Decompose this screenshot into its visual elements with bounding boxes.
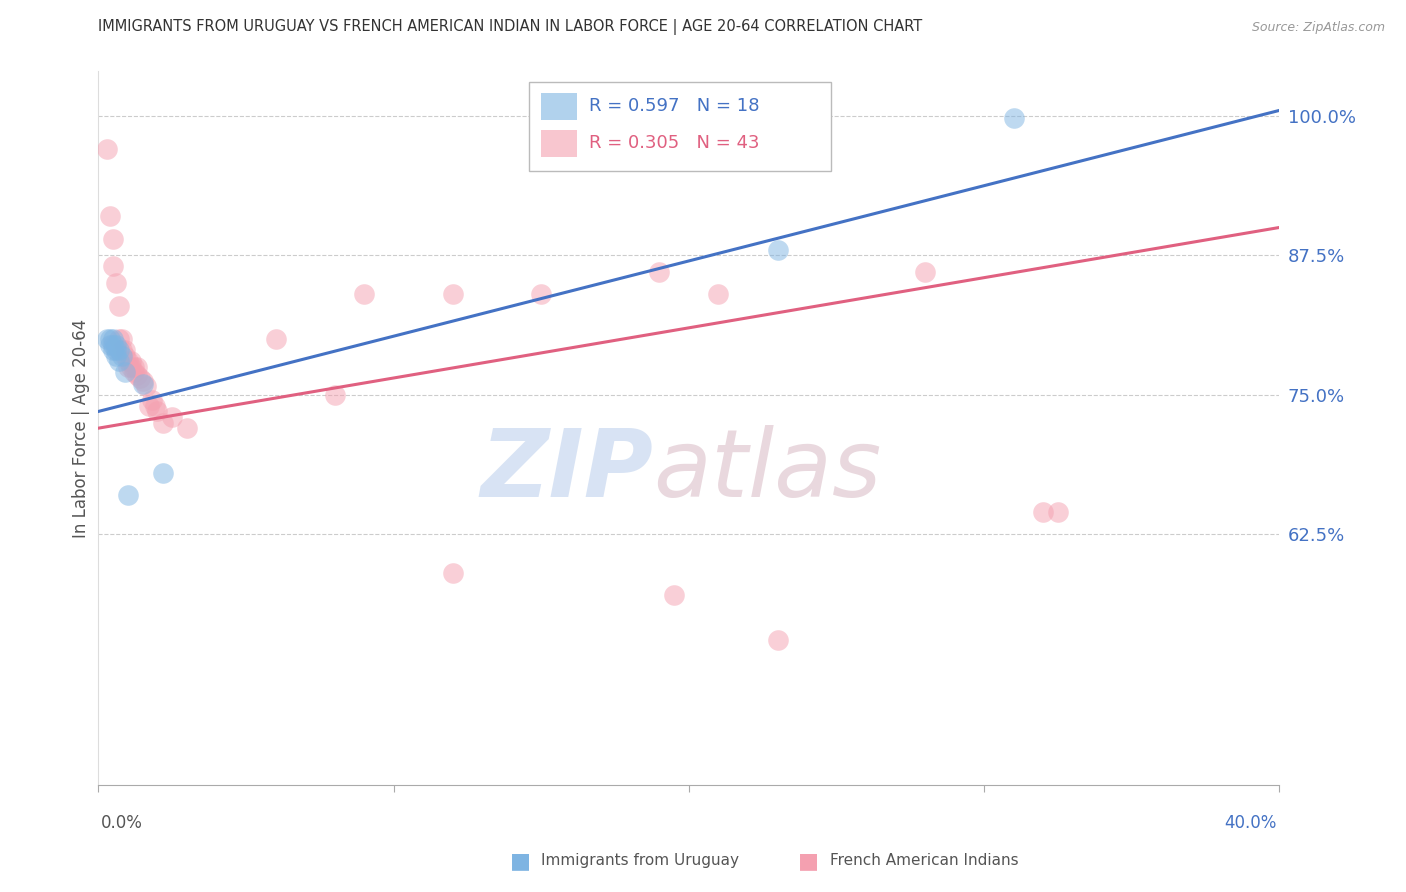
Point (96, 332, 118, 346)
Point (441, 287, 464, 301)
Text: Immigrants from Uruguay: Immigrants from Uruguay (541, 854, 740, 868)
Bar (541, 130, 576, 157)
Y-axis label: In Labor Force | Age 20-64: In Labor Force | Age 20-64 (72, 318, 90, 538)
Point (648, 265, 671, 279)
Point (103, 332, 125, 346)
Point (108, 343, 131, 358)
Point (120, 359, 142, 374)
Text: R = 0.305   N = 43: R = 0.305 N = 43 (589, 135, 759, 153)
Point (1046, 505, 1069, 519)
Text: atlas: atlas (654, 425, 882, 516)
Point (1002, 112, 1025, 126)
Point (103, 337, 125, 351)
Point (105, 337, 128, 351)
Point (530, 287, 553, 301)
Point (766, 243, 789, 257)
Text: ■: ■ (510, 851, 530, 871)
Point (128, 371, 150, 385)
Point (111, 332, 134, 346)
Point (146, 404, 169, 418)
Point (138, 399, 160, 413)
Text: 40.0%: 40.0% (1225, 814, 1277, 831)
Point (103, 232, 125, 246)
Point (117, 354, 139, 368)
Point (264, 332, 287, 346)
Point (111, 343, 134, 358)
Text: 0.0%: 0.0% (101, 814, 143, 831)
Text: ■: ■ (799, 851, 818, 871)
Point (108, 299, 131, 313)
Point (122, 359, 145, 374)
Point (114, 349, 136, 363)
Point (103, 260, 125, 274)
Point (441, 566, 464, 581)
Text: ZIP: ZIP (481, 425, 654, 517)
Point (664, 589, 686, 603)
Point (98, 209, 121, 223)
Point (108, 332, 131, 346)
FancyBboxPatch shape (530, 82, 831, 171)
Point (98, 337, 121, 351)
Point (914, 265, 936, 279)
Point (103, 343, 125, 358)
Text: French American Indians: French American Indians (830, 854, 1018, 868)
Point (111, 349, 134, 363)
Point (125, 359, 148, 374)
Point (323, 387, 346, 401)
Point (105, 277, 128, 291)
Point (98, 332, 121, 346)
Point (766, 633, 789, 648)
Point (120, 354, 142, 368)
Point (125, 368, 148, 382)
Point (1032, 505, 1054, 519)
Point (96, 143, 118, 157)
Bar (541, 93, 576, 120)
Point (117, 488, 139, 502)
Point (114, 366, 136, 380)
Point (114, 343, 136, 358)
Point (135, 379, 157, 393)
Point (105, 343, 128, 358)
Point (162, 410, 183, 425)
Point (122, 366, 145, 380)
Text: R = 0.597   N = 18: R = 0.597 N = 18 (589, 97, 759, 115)
Point (152, 416, 174, 430)
Point (117, 359, 139, 374)
Point (132, 375, 155, 389)
Point (796, 143, 818, 157)
Point (143, 399, 166, 413)
Point (176, 421, 198, 435)
Point (108, 354, 131, 368)
Point (132, 376, 155, 391)
Point (141, 393, 163, 408)
Text: IMMIGRANTS FROM URUGUAY VS FRENCH AMERICAN INDIAN IN LABOR FORCE | AGE 20-64 COR: IMMIGRANTS FROM URUGUAY VS FRENCH AMERIC… (98, 20, 922, 35)
Point (105, 349, 128, 363)
Text: Source: ZipAtlas.com: Source: ZipAtlas.com (1251, 21, 1385, 34)
Point (152, 466, 174, 480)
Point (353, 287, 375, 301)
Point (707, 287, 730, 301)
